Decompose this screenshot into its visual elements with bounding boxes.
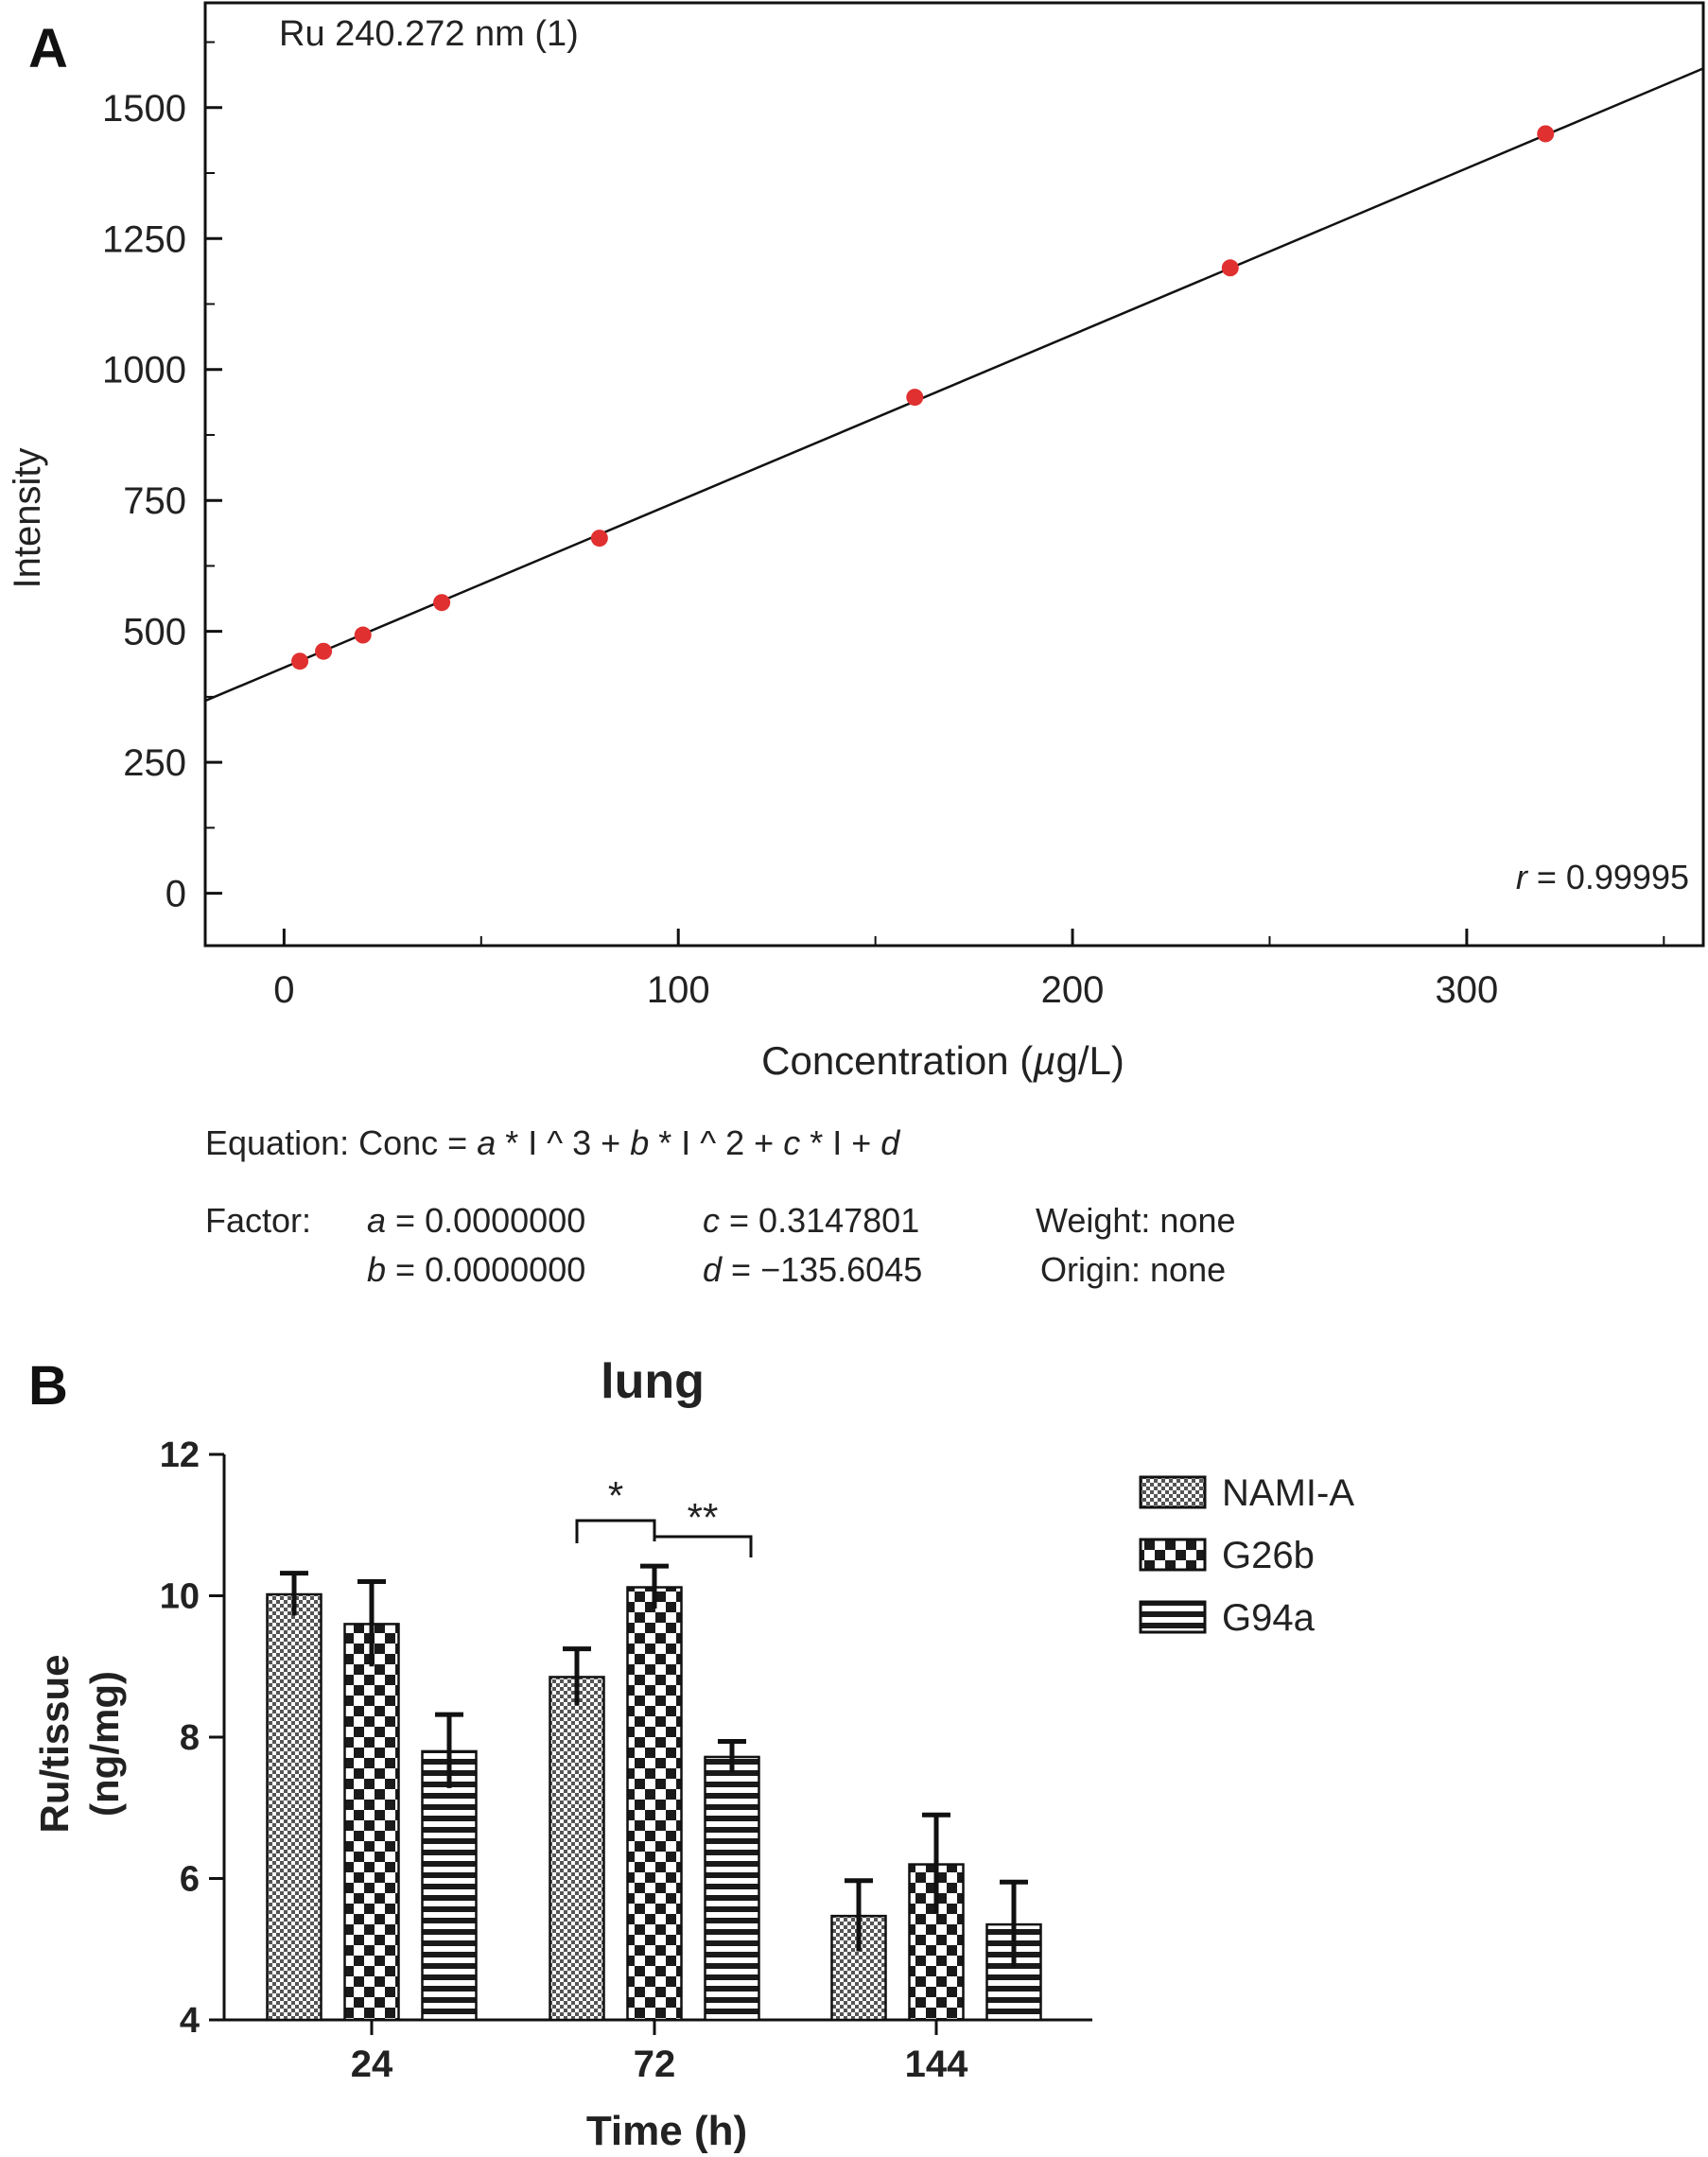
significance-label: *: [608, 1473, 623, 1518]
x-tick-label: 200: [1041, 969, 1105, 1011]
chart-b-bars: [266, 1563, 1042, 2022]
chart-a-fit-line-group: [204, 67, 1704, 703]
factor-c: c = 0.3147801: [703, 1201, 920, 1240]
data-point: [291, 652, 309, 670]
legend-label: G26b: [1222, 1535, 1315, 1576]
y-tick-label: 12: [160, 1435, 200, 1475]
eq-term-op1: * I ^ 3 +: [496, 1123, 631, 1162]
bar: [266, 1592, 322, 2022]
chart-b-ylabel-line1: Ru/tissue: [32, 1654, 77, 1833]
factor-label: Factor:: [205, 1201, 312, 1240]
factor-b: b = 0.0000000: [367, 1250, 586, 1289]
chart-a-ylabel: Intensity: [7, 448, 48, 589]
legend-swatch: [1139, 1475, 1207, 1509]
calibration-chart: Ru 240.272 nm (1) 0250500750100012501500…: [7, 1, 1705, 1083]
y-tick-label: 1000: [102, 350, 186, 391]
panel-a-letter: A: [28, 18, 68, 79]
bar: [626, 1586, 683, 2022]
bar: [549, 1676, 605, 2022]
equation-line: Equation: Conc = a * I ^ 3 + b * I ^ 2 +…: [205, 1123, 899, 1163]
legend-label: NAMI-A: [1222, 1472, 1354, 1514]
chart-b-xlabel: Time (h): [586, 2108, 747, 2154]
eq-term-op2: * I ^ 2 +: [649, 1123, 784, 1162]
legend-swatch: [1139, 1538, 1207, 1572]
panel-b-letter: B: [28, 1355, 68, 1417]
y-tick-label: 8: [180, 1718, 200, 1758]
y-tick-label: 4: [180, 2001, 200, 2041]
y-tick-label: 1500: [102, 88, 186, 130]
eq-term-c: c: [783, 1123, 801, 1162]
chart-a-annotation: Ru 240.272 nm (1): [279, 14, 579, 54]
x-tick-label: 24: [351, 2044, 393, 2085]
eq-term-op3: * I +: [800, 1123, 881, 1162]
data-point: [1221, 259, 1239, 277]
equation-label: Equation:: [205, 1123, 350, 1162]
eq-term-a: a: [477, 1123, 497, 1162]
plot-a-frame: [203, 1, 1705, 948]
data-point: [315, 642, 333, 660]
eq-term-b: b: [630, 1123, 650, 1162]
x-tick-label: 0: [273, 969, 294, 1011]
eq-term-d: d: [880, 1123, 900, 1162]
data-point: [1537, 125, 1555, 143]
x-tick-label: 72: [634, 2044, 676, 2085]
data-point: [590, 530, 608, 548]
y-tick-label: 10: [160, 1577, 200, 1617]
x-tick-label: 100: [647, 969, 710, 1011]
bar: [421, 1749, 478, 2022]
legend-label: G94a: [1222, 1597, 1316, 1639]
x-tick-label: 300: [1436, 969, 1499, 1011]
chart-b-ylabel-line2: (ng/mg): [82, 1671, 127, 1817]
legend-swatch: [1139, 1600, 1207, 1634]
significance-bracket: [654, 1535, 753, 1557]
x-tick-label: 144: [905, 2044, 968, 2085]
chart-a-axes: 0 250 500 750 1000 1250 1500 0 100 200 300: [102, 41, 1665, 1011]
chart-b-title: lung: [601, 1354, 705, 1409]
factor-d: d = −135.6045: [703, 1250, 923, 1289]
factor-a: a = 0.0000000: [367, 1201, 586, 1240]
y-tick-label: 0: [166, 874, 186, 915]
data-point: [906, 389, 924, 407]
factor-weight: Weight: none: [1036, 1201, 1236, 1240]
bar: [704, 1755, 760, 2022]
bar: [343, 1623, 400, 2022]
chart-a-xlabel: Concentration (µg/L): [761, 1038, 1124, 1083]
chart-a-r-value: r = 0.99995: [1516, 858, 1689, 896]
data-point: [354, 626, 372, 644]
equation-text: Conc =: [358, 1123, 478, 1162]
fit-line: [204, 67, 1704, 703]
y-tick-label: 6: [180, 1860, 200, 1900]
y-tick-label: 1250: [102, 218, 186, 260]
y-tick-label: 250: [123, 742, 186, 784]
y-tick-label: 750: [123, 480, 186, 522]
significance-bracket: [575, 1519, 656, 1543]
significance-label: **: [688, 1495, 719, 1539]
data-point: [433, 594, 451, 612]
factor-origin: Origin: none: [1040, 1250, 1227, 1289]
chart-a-points: [291, 125, 1555, 670]
y-tick-label: 500: [123, 612, 186, 653]
chart-b-legend: NAMI-A G26b G94a: [1139, 1472, 1354, 1639]
chart-b-significance: * **: [575, 1473, 753, 1557]
